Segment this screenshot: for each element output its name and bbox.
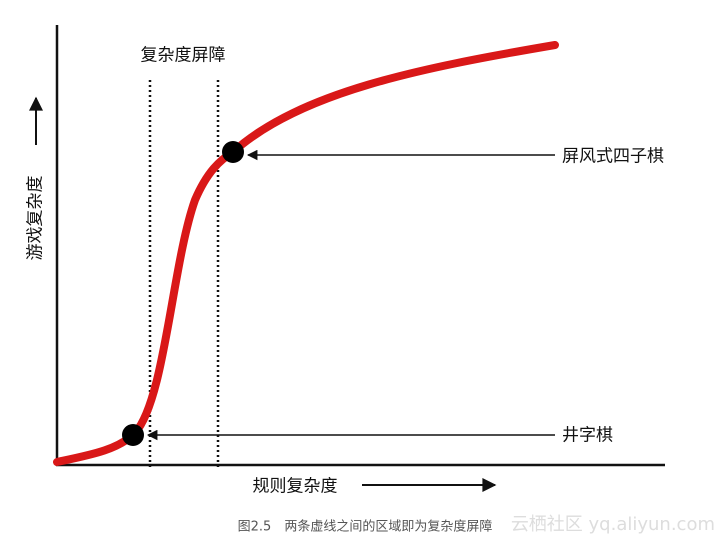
y-axis-label: 游戏复杂度 bbox=[26, 176, 46, 261]
x-axis-label: 规则复杂度 bbox=[253, 477, 338, 497]
curve bbox=[53, 41, 559, 466]
barrier-label: 复杂度屏障 bbox=[141, 46, 226, 66]
point bbox=[122, 424, 144, 446]
point-label: 屏风式四子棋 bbox=[562, 147, 664, 167]
watermark: 云栖社区 yq.aliyun.com bbox=[511, 514, 715, 535]
caption: 图2.5 两条虚线之间的区域即为复杂度屏障 bbox=[238, 519, 493, 535]
point-label: 井字棋 bbox=[562, 426, 613, 446]
point bbox=[222, 141, 244, 163]
